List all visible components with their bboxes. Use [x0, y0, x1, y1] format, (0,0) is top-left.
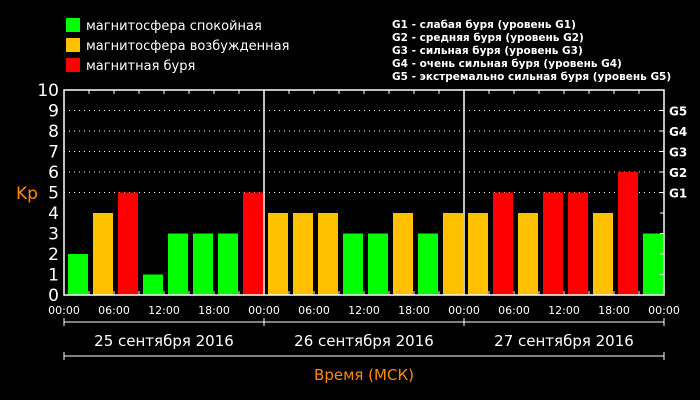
y-axis-label: Kp [16, 184, 38, 204]
x-tick-label: 18:00 [398, 304, 430, 317]
storm-scale-item: G3 - сильная буря (уровень G3) [392, 45, 583, 57]
legend-swatch [66, 58, 80, 72]
y-tick-label: 6 [48, 163, 59, 183]
x-tick-label: 00:00 [248, 304, 280, 317]
y-tick-label: 7 [48, 143, 59, 163]
kp-bar [93, 213, 113, 295]
legend-swatch [66, 38, 80, 52]
kp-bar [368, 233, 388, 295]
kp-bar [543, 192, 563, 295]
g-scale-label: G5 [669, 105, 687, 119]
kp-bar [293, 213, 313, 295]
storm-scale-item: G4 - очень сильная буря (уровень G4) [392, 58, 622, 70]
g-scale-label: G4 [669, 125, 687, 139]
x-tick-label: 06:00 [498, 304, 530, 317]
day-label: 26 сентября 2016 [294, 332, 434, 350]
y-tick-label: 5 [48, 184, 59, 204]
x-tick-label: 06:00 [298, 304, 330, 317]
x-tick-label: 12:00 [348, 304, 380, 317]
storm-scale-item: G5 - экстремально сильная буря (уровень … [392, 71, 671, 83]
kp-bar [68, 254, 88, 295]
y-tick-label: 10 [37, 81, 59, 101]
kp-bar [618, 172, 638, 295]
y-tick-label: 4 [48, 204, 59, 224]
x-tick-label: 18:00 [598, 304, 630, 317]
kp-bar [343, 233, 363, 295]
x-tick-label: 00:00 [48, 304, 80, 317]
g-scale-label: G1 [669, 187, 687, 201]
kp-bar [243, 192, 263, 295]
kp-bar [268, 213, 288, 295]
legend-label: магнитосфера возбужденная [86, 39, 289, 54]
g-scale-label: G2 [669, 166, 687, 180]
kp-bar [518, 213, 538, 295]
kp-bar [468, 213, 488, 295]
legend-label: магнитная буря [86, 59, 195, 74]
legend-label: магнитосфера спокойная [86, 19, 262, 34]
kp-bar [418, 233, 438, 295]
x-tick-label: 00:00 [648, 304, 680, 317]
y-tick-label: 8 [48, 122, 59, 142]
kp-bar [593, 213, 613, 295]
kp-bar [193, 233, 213, 295]
kp-bar [443, 213, 463, 295]
day-label: 25 сентября 2016 [94, 332, 234, 350]
x-axis-label: Время (МСК) [314, 366, 414, 384]
legend-swatch [66, 18, 80, 32]
kp-bar [218, 233, 238, 295]
kp-bar [568, 192, 588, 295]
y-tick-label: 0 [48, 286, 59, 306]
kp-bar [118, 192, 138, 295]
y-tick-label: 9 [48, 102, 59, 122]
storm-scale-item: G2 - средняя буря (уровень G2) [392, 32, 584, 44]
y-tick-label: 2 [48, 245, 59, 265]
x-tick-label: 12:00 [548, 304, 580, 317]
kp-bar [168, 233, 188, 295]
kp-bar [318, 213, 338, 295]
y-tick-label: 1 [48, 266, 59, 286]
x-tick-label: 06:00 [98, 304, 130, 317]
x-tick-label: 12:00 [148, 304, 180, 317]
kp-bar [493, 192, 513, 295]
kp-bar [643, 233, 663, 295]
storm-scale-item: G1 - слабая буря (уровень G1) [392, 19, 576, 31]
y-tick-label: 3 [48, 225, 59, 245]
day-label: 27 сентября 2016 [494, 332, 634, 350]
x-tick-label: 18:00 [198, 304, 230, 317]
kp-bar [143, 274, 163, 295]
x-tick-label: 00:00 [448, 304, 480, 317]
kp-bar [393, 213, 413, 295]
g-scale-label: G3 [669, 146, 687, 160]
